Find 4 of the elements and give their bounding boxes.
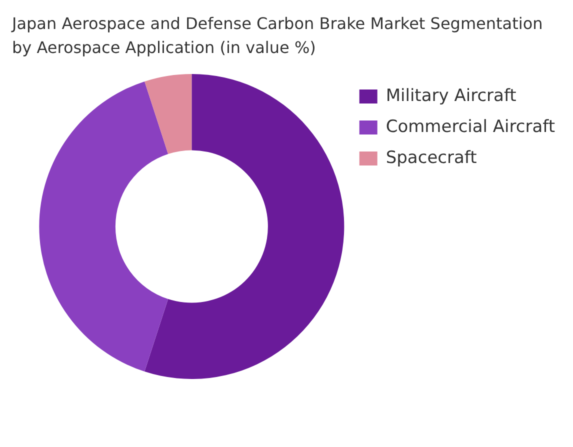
chart-title: Japan Aerospace and Defense Carbon Brake Market Segmentation by Aerospace Application (in value %) [10,13,544,59]
legend-label: Military Aircraft [386,86,517,106]
legend-label: Spacecraft [386,148,478,168]
legend-label: Commercial Aircraft [386,116,556,137]
